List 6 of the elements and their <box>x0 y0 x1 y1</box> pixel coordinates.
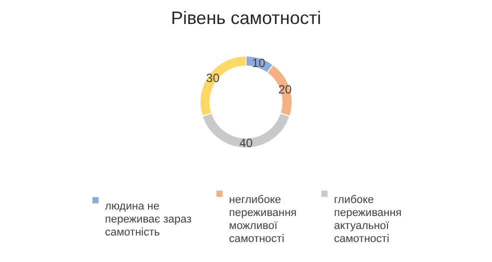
data-label: 10 <box>252 56 266 70</box>
data-label: 40 <box>239 136 253 150</box>
chart-title: Рівень самотності <box>170 8 322 28</box>
legend-label: неглибоке переживання можливої самотності <box>229 194 297 245</box>
legend-label: людина не переживає зараз самотність <box>105 200 192 238</box>
legend-label: глибоке переживання актуальної самотності <box>334 194 402 245</box>
